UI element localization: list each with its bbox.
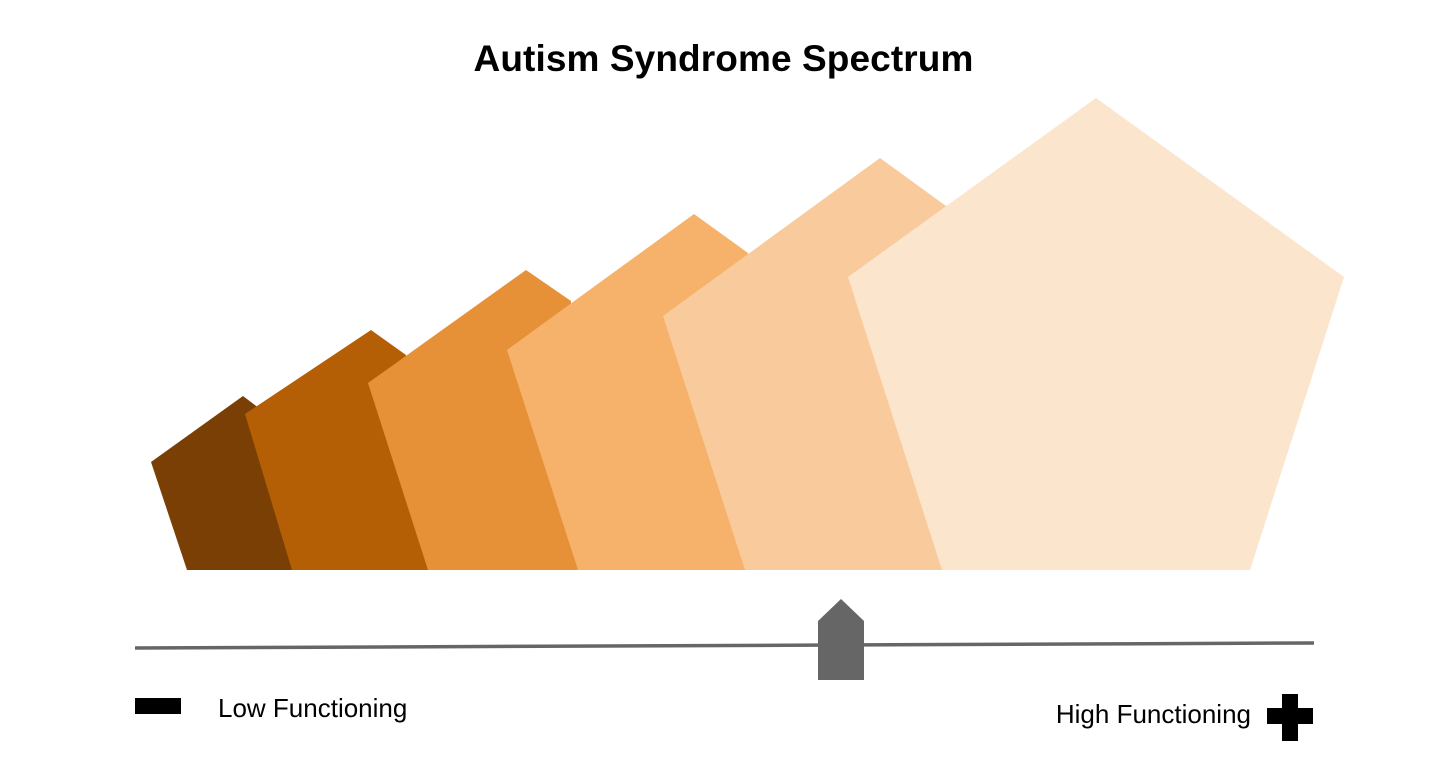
low-functioning-label: Low Functioning bbox=[218, 693, 408, 723]
minus-icon bbox=[135, 698, 181, 714]
high-functioning-label: High Functioning bbox=[1055, 699, 1251, 729]
pentagon-group bbox=[151, 98, 1344, 570]
spectrum-scale bbox=[134, 599, 1315, 741]
pentagon-6 bbox=[848, 98, 1344, 570]
diagram-title: Autism Syndrome Spectrum bbox=[473, 38, 974, 79]
pointer-marker-icon bbox=[818, 599, 864, 680]
spectrum-axis-line bbox=[134, 641, 1315, 650]
plus-icon bbox=[1267, 694, 1313, 741]
